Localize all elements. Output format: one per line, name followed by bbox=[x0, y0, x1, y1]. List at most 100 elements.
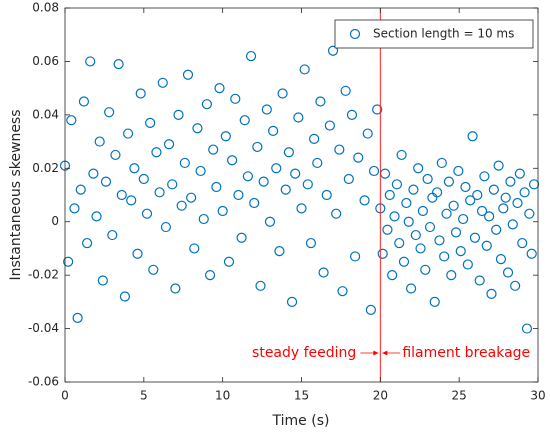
y-tick-label: -0.02 bbox=[28, 268, 59, 282]
point bbox=[116, 189, 127, 201]
point bbox=[417, 205, 429, 217]
legend-marker bbox=[349, 28, 361, 40]
point bbox=[450, 227, 462, 238]
point bbox=[145, 117, 156, 128]
point bbox=[382, 224, 393, 235]
point bbox=[384, 189, 395, 201]
x-axis-label: Time (s) bbox=[272, 413, 330, 429]
point bbox=[81, 237, 93, 249]
point bbox=[420, 264, 431, 275]
point bbox=[377, 248, 388, 259]
point bbox=[211, 181, 222, 193]
point bbox=[396, 149, 407, 161]
point bbox=[408, 184, 419, 195]
point bbox=[113, 58, 124, 70]
point bbox=[394, 237, 405, 249]
point bbox=[201, 99, 212, 110]
point bbox=[204, 270, 216, 281]
point bbox=[91, 211, 102, 222]
point bbox=[296, 203, 307, 214]
point bbox=[469, 232, 481, 243]
point bbox=[129, 163, 140, 174]
y-tick-label: 0.08 bbox=[32, 1, 59, 15]
point bbox=[182, 69, 194, 80]
point bbox=[441, 208, 452, 219]
point bbox=[413, 163, 424, 174]
point bbox=[398, 256, 410, 267]
x-tick-label: 20 bbox=[373, 389, 388, 403]
point bbox=[434, 235, 445, 246]
point bbox=[346, 109, 358, 120]
point bbox=[334, 144, 345, 155]
point bbox=[220, 131, 231, 142]
point bbox=[157, 77, 168, 88]
point bbox=[85, 56, 96, 67]
arrowhead bbox=[382, 350, 388, 356]
point bbox=[514, 168, 525, 179]
point bbox=[223, 256, 235, 267]
point bbox=[179, 157, 190, 169]
point bbox=[138, 173, 149, 185]
point bbox=[391, 179, 402, 190]
point bbox=[167, 179, 178, 190]
y-tick-label: 0.06 bbox=[32, 54, 59, 68]
point bbox=[505, 176, 516, 187]
point bbox=[340, 85, 351, 96]
point bbox=[474, 275, 485, 286]
point bbox=[163, 139, 175, 150]
y-tick-label: -0.04 bbox=[28, 321, 59, 335]
point bbox=[170, 283, 181, 294]
y-tick-label: 0.02 bbox=[32, 161, 59, 175]
point bbox=[439, 251, 450, 262]
point bbox=[309, 133, 320, 144]
point bbox=[186, 192, 197, 203]
legend-label: Section length = 10 ms bbox=[373, 27, 514, 41]
point bbox=[410, 229, 421, 241]
point bbox=[415, 243, 426, 254]
point bbox=[422, 173, 433, 185]
point bbox=[479, 171, 490, 182]
point bbox=[312, 157, 323, 169]
arrowhead bbox=[373, 350, 379, 356]
point bbox=[94, 136, 105, 147]
point bbox=[252, 141, 263, 153]
y-axis-label: Instantaneous skewness bbox=[8, 109, 24, 280]
point bbox=[72, 312, 83, 323]
point bbox=[217, 205, 228, 217]
point bbox=[214, 83, 225, 94]
point bbox=[350, 251, 361, 262]
point bbox=[359, 195, 370, 206]
point bbox=[264, 216, 276, 227]
point bbox=[290, 168, 301, 179]
y-tick-label: 0 bbox=[51, 214, 59, 228]
point bbox=[258, 176, 269, 187]
point bbox=[122, 128, 134, 139]
point bbox=[528, 179, 540, 190]
point bbox=[493, 160, 504, 171]
point bbox=[455, 246, 466, 257]
point bbox=[448, 200, 459, 211]
point bbox=[78, 96, 90, 107]
point bbox=[343, 173, 354, 185]
point bbox=[299, 64, 310, 75]
point bbox=[135, 88, 146, 99]
point bbox=[261, 104, 272, 115]
point bbox=[403, 216, 414, 227]
x-tick-label: 10 bbox=[215, 389, 230, 403]
point bbox=[88, 168, 99, 179]
point bbox=[521, 323, 533, 334]
point bbox=[446, 270, 457, 281]
point bbox=[495, 254, 507, 265]
point bbox=[69, 203, 80, 214]
point bbox=[277, 88, 288, 99]
point bbox=[119, 291, 131, 302]
legend-box bbox=[334, 19, 534, 49]
point bbox=[208, 144, 219, 155]
point bbox=[192, 123, 203, 134]
point bbox=[389, 211, 400, 222]
point bbox=[66, 115, 77, 126]
point bbox=[512, 197, 523, 209]
point bbox=[488, 184, 499, 195]
point bbox=[286, 296, 298, 307]
point bbox=[436, 157, 447, 169]
